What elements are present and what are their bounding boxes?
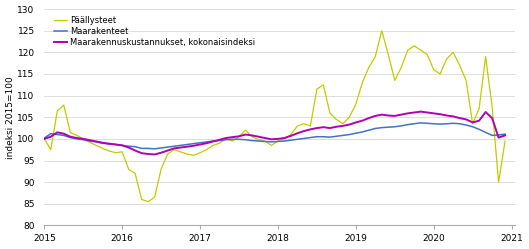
Maarakenteet — [203, 140, 209, 143]
Maarakenteet — [106, 143, 112, 146]
Y-axis label: indeksi 2015=100: indeksi 2015=100 — [6, 76, 15, 159]
Line: Päällysteet: Päällysteet — [44, 31, 505, 202]
Maarakennuskustannukset, kokonaisindeksi — [340, 124, 346, 127]
Maarakennuskustannukset, kokonaisindeksi — [417, 110, 424, 113]
Maarakennuskustannukset, kokonaisindeksi — [359, 119, 366, 122]
Päällysteet — [340, 122, 346, 125]
Päällysteet — [203, 148, 209, 151]
Päällysteet — [379, 29, 385, 32]
Maarakenteet — [151, 147, 158, 150]
Maarakennuskustannukset, kokonaisindeksi — [106, 142, 112, 145]
Maarakennuskustannukset, kokonaisindeksi — [203, 142, 209, 145]
Maarakenteet — [417, 121, 424, 124]
Line: Maarakennuskustannukset, kokonaisindeksi: Maarakennuskustannukset, kokonaisindeksi — [44, 112, 505, 154]
Päällysteet — [359, 81, 366, 84]
Maarakenteet — [476, 128, 482, 131]
Maarakenteet — [307, 136, 314, 139]
Päällysteet — [145, 200, 151, 203]
Maarakenteet — [502, 133, 508, 136]
Maarakennuskustannukset, kokonaisindeksi — [307, 128, 314, 131]
Päällysteet — [41, 137, 48, 140]
Maarakenteet — [340, 134, 346, 137]
Maarakennuskustannukset, kokonaisindeksi — [41, 137, 48, 140]
Maarakennuskustannukset, kokonaisindeksi — [502, 134, 508, 137]
Maarakennuskustannukset, kokonaisindeksi — [476, 119, 482, 122]
Maarakennuskustannukset, kokonaisindeksi — [151, 153, 158, 156]
Line: Maarakenteet: Maarakenteet — [44, 123, 505, 149]
Legend: Päällysteet, Maarakenteet, Maarakennuskustannukset, kokonaisindeksi: Päällysteet, Maarakenteet, Maarakennusku… — [53, 15, 256, 48]
Päällysteet — [502, 139, 508, 142]
Maarakenteet — [41, 136, 48, 139]
Maarakenteet — [359, 130, 366, 133]
Päällysteet — [106, 149, 112, 152]
Päällysteet — [476, 107, 482, 110]
Päällysteet — [307, 124, 314, 127]
